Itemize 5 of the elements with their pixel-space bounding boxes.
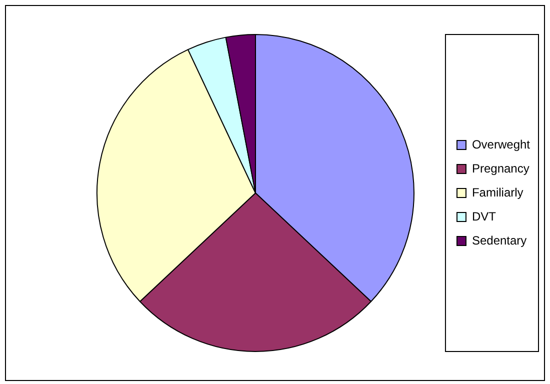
legend-label: Sedentary — [472, 233, 527, 248]
legend-label: Overweght — [472, 137, 531, 152]
legend-label: Familiarly — [472, 185, 524, 200]
legend-label: Pregnancy — [472, 161, 530, 176]
legend-label: DVT — [472, 209, 497, 224]
